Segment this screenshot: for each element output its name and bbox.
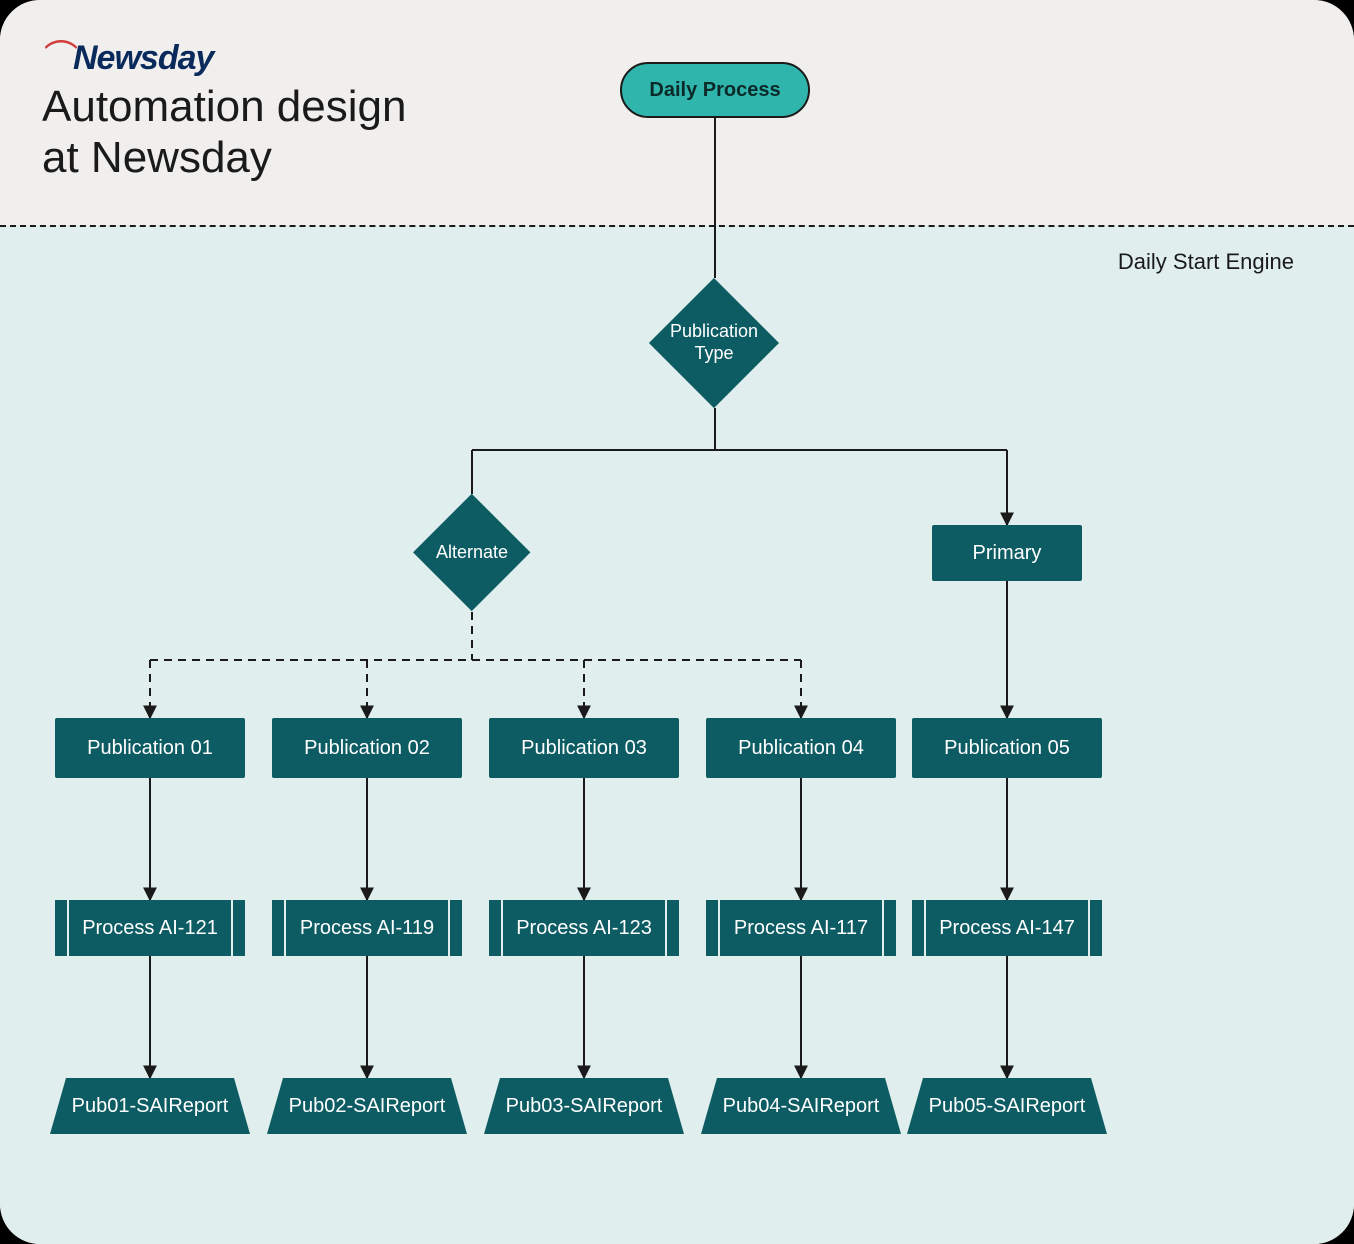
- diagram-canvas: ⌒Newsday Automation design at Newsday Da…: [0, 0, 1354, 1244]
- node-proc3: Process AI-123: [489, 900, 679, 956]
- node-rep5: Pub05-SAIReport: [907, 1078, 1107, 1134]
- node-primary: Primary: [932, 525, 1082, 581]
- node-rep3: Pub03-SAIReport: [484, 1078, 684, 1134]
- title-line-1: Automation design: [42, 82, 406, 131]
- node-pub1: Publication 01: [55, 718, 245, 778]
- node-alternate: Alternate: [413, 494, 531, 612]
- node-label: Alternate: [413, 494, 531, 612]
- node-proc4: Process AI-117: [706, 900, 896, 956]
- region-divider: [0, 225, 1354, 227]
- node-pub2: Publication 02: [272, 718, 462, 778]
- node-label: PublicationType: [649, 278, 779, 408]
- node-rep4: Pub04-SAIReport: [701, 1078, 901, 1134]
- node-rep2: Pub02-SAIReport: [267, 1078, 467, 1134]
- node-proc1: Process AI-121: [55, 900, 245, 956]
- section-label: Daily Start Engine: [1118, 249, 1294, 275]
- node-proc5: Process AI-147: [912, 900, 1102, 956]
- node-start: Daily Process: [620, 62, 810, 118]
- node-pubtype: PublicationType: [649, 278, 779, 408]
- newsday-logo: ⌒Newsday: [44, 30, 213, 79]
- page-title: Automation design at Newsday: [42, 82, 406, 183]
- node-pub3: Publication 03: [489, 718, 679, 778]
- node-pub4: Publication 04: [706, 718, 896, 778]
- logo-text: Newsday: [73, 39, 213, 77]
- node-rep1: Pub01-SAIReport: [50, 1078, 250, 1134]
- node-proc2: Process AI-119: [272, 900, 462, 956]
- node-pub5: Publication 05: [912, 718, 1102, 778]
- title-line-2: at Newsday: [42, 133, 272, 182]
